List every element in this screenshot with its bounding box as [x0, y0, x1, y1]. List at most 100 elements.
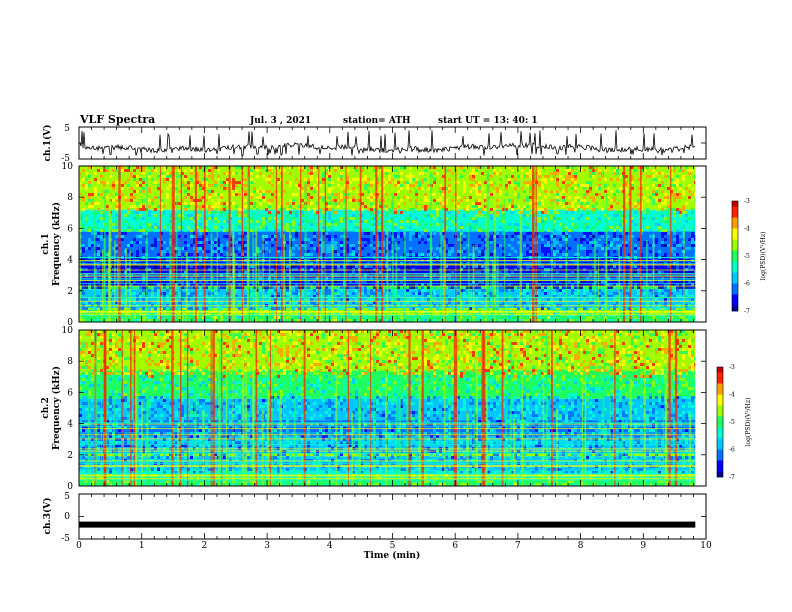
- spectrogram-cell: [562, 184, 565, 187]
- spectrogram-cell: [340, 178, 343, 181]
- spectrogram-cell: [502, 271, 505, 274]
- spectrogram-cell: [151, 250, 154, 253]
- spectrogram-cell: [433, 265, 436, 268]
- spectrogram-cell: [199, 301, 202, 304]
- spectrogram-cell: [385, 211, 388, 214]
- spectrogram-cell: [208, 211, 211, 214]
- spectrogram-cell: [415, 184, 418, 187]
- spectrogram-cell: [526, 214, 529, 217]
- spectrogram-cell: [562, 286, 565, 289]
- spectrogram-cell: [190, 199, 193, 202]
- spectrogram-cell: [220, 211, 223, 214]
- spectrogram-cell: [235, 172, 238, 175]
- spectrogram-cell: [151, 169, 154, 172]
- spectrogram-cell: [220, 307, 223, 310]
- spectrogram-cell: [475, 184, 478, 187]
- spectrogram-cell: [217, 217, 220, 220]
- spectrogram-cell: [481, 172, 484, 175]
- spectrogram-cell: [142, 232, 145, 235]
- spectrogram-cell: [244, 235, 247, 238]
- spectrogram-cell: [418, 184, 421, 187]
- spectrogram-cell: [112, 220, 115, 223]
- spectrogram-cell: [106, 316, 109, 319]
- spectrogram-cell: [538, 286, 541, 289]
- spectrogram-cell: [292, 295, 295, 298]
- spectrogram-cell: [253, 232, 256, 235]
- spectrogram-cell: [517, 286, 520, 289]
- spectrogram-cell: [445, 271, 448, 274]
- spectrogram-cell: [433, 187, 436, 190]
- spectrogram-cell: [388, 235, 391, 238]
- spectrogram-cell: [370, 265, 373, 268]
- spectrogram-cell: [370, 187, 373, 190]
- spectrogram-cell: [214, 292, 217, 295]
- spectrogram-cell: [367, 283, 370, 286]
- spectrogram-cell: [415, 172, 418, 175]
- spectrogram-cell: [583, 319, 586, 322]
- spectrogram-cell: [457, 181, 460, 184]
- spectrogram-cell: [301, 241, 304, 244]
- spectrogram-cell: [274, 214, 277, 217]
- spectrogram-cell: [451, 235, 454, 238]
- spectrogram-cell: [361, 286, 364, 289]
- spectrogram-cell: [256, 178, 259, 181]
- spectrogram-cell: [97, 319, 100, 322]
- spectrogram-cell: [277, 181, 280, 184]
- spectrogram-cell: [223, 286, 226, 289]
- spectrogram-cell: [409, 307, 412, 310]
- spectrogram-cell: [235, 253, 238, 256]
- spectrogram-cell: [382, 289, 385, 292]
- spectrogram-cell: [139, 292, 142, 295]
- spectrogram-cell: [511, 319, 514, 322]
- spectrogram-cell: [340, 247, 343, 250]
- spectrogram-cell: [436, 295, 439, 298]
- spectrogram-cell: [427, 205, 430, 208]
- spectrogram-cell: [388, 253, 391, 256]
- spectrogram-cell: [331, 199, 334, 202]
- spectrogram-cell: [580, 199, 583, 202]
- spectrogram-cell: [421, 280, 424, 283]
- spectrogram-cell: [220, 202, 223, 205]
- spectrogram-cell: [424, 208, 427, 211]
- spectrogram-cell: [406, 184, 409, 187]
- spectrogram-cell: [85, 286, 88, 289]
- spectrogram-cell: [316, 178, 319, 181]
- spectrogram-cell: [187, 247, 190, 250]
- spectrogram-cell: [493, 172, 496, 175]
- spectrogram-cell: [517, 280, 520, 283]
- spectrogram-cell: [313, 265, 316, 268]
- spectrogram-cell: [457, 232, 460, 235]
- spectrogram-cell: [307, 286, 310, 289]
- spectrogram-cell: [181, 226, 184, 229]
- spectrogram-cell: [421, 232, 424, 235]
- spectrogram-cell: [481, 265, 484, 268]
- spectrogram-cell: [394, 226, 397, 229]
- spectrogram-cell: [184, 244, 187, 247]
- spectrogram-cell: [160, 166, 163, 169]
- spectrogram-cell: [274, 196, 277, 199]
- spectrogram-cell: [196, 253, 199, 256]
- spectrogram-cell: [253, 229, 256, 232]
- spectrogram-cell: [85, 178, 88, 181]
- spectrogram-cell: [178, 205, 181, 208]
- spectrogram-cell: [181, 211, 184, 214]
- spectrogram-cell: [142, 217, 145, 220]
- spectrogram-cell: [166, 196, 169, 199]
- spectrogram-cell: [109, 172, 112, 175]
- spectrogram-cell: [160, 298, 163, 301]
- spectrogram-cell: [271, 193, 274, 196]
- spectrogram-cell: [208, 268, 211, 271]
- spectrogram-cell: [235, 250, 238, 253]
- spectrogram-cell: [562, 316, 565, 319]
- spectrogram-cell: [445, 208, 448, 211]
- spectrogram-cell: [355, 280, 358, 283]
- spectrogram-cell: [205, 280, 208, 283]
- spectrogram-cell: [319, 220, 322, 223]
- spectrogram-cell: [517, 229, 520, 232]
- spectrogram-cell: [295, 211, 298, 214]
- spectrogram-cell: [301, 205, 304, 208]
- spectrogram-cell: [148, 169, 151, 172]
- spectrogram-cell: [187, 268, 190, 271]
- spectrogram-cell: [475, 187, 478, 190]
- spectrogram-cell: [445, 280, 448, 283]
